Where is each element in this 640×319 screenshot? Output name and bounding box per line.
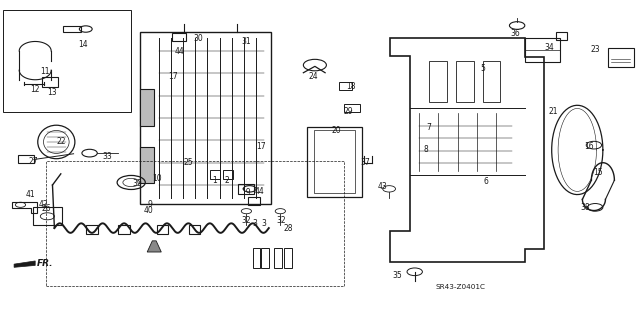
Text: 39: 39	[132, 179, 143, 188]
Text: 44: 44	[174, 47, 184, 56]
Bar	[556, 32, 567, 40]
Bar	[429, 61, 447, 102]
Text: 28: 28	[284, 224, 292, 233]
Bar	[339, 82, 352, 90]
Text: 23: 23	[590, 45, 600, 54]
Text: 31: 31	[241, 37, 252, 46]
Text: 14: 14	[78, 40, 88, 49]
Text: 42: 42	[38, 200, 49, 209]
Bar	[3, 10, 131, 112]
Text: 44: 44	[254, 187, 264, 196]
Text: 2: 2	[225, 176, 230, 185]
Bar	[157, 225, 168, 234]
Bar	[63, 26, 81, 32]
Text: 17: 17	[256, 142, 266, 151]
Text: 41: 41	[26, 190, 36, 199]
Bar	[284, 248, 292, 268]
Text: 43: 43	[377, 182, 387, 191]
Text: 3: 3	[252, 219, 257, 228]
Bar	[140, 32, 271, 204]
Text: 6: 6	[484, 177, 489, 186]
Text: 24: 24	[308, 72, 319, 81]
Bar	[253, 248, 260, 268]
Text: 12: 12	[31, 85, 40, 94]
Text: 3: 3	[261, 219, 266, 228]
Bar	[210, 170, 220, 179]
Text: 25: 25	[184, 158, 194, 167]
Bar	[483, 61, 500, 102]
Text: 5: 5	[481, 64, 486, 73]
Bar	[344, 104, 360, 112]
Bar	[307, 127, 362, 197]
Text: 37: 37	[360, 158, 370, 167]
Bar	[274, 248, 282, 268]
Text: 29: 29	[344, 107, 354, 116]
Text: 7: 7	[426, 123, 431, 132]
Bar	[140, 89, 154, 126]
Text: 27: 27	[28, 157, 38, 166]
Bar	[223, 170, 233, 179]
Bar	[261, 248, 269, 268]
Bar	[189, 225, 200, 234]
Text: 20: 20	[331, 126, 341, 135]
Text: 34: 34	[544, 43, 554, 52]
Text: 32: 32	[276, 216, 287, 225]
Bar	[86, 225, 98, 234]
Text: 9: 9	[148, 200, 153, 209]
Bar	[248, 197, 260, 205]
Polygon shape	[147, 241, 161, 252]
Bar	[608, 48, 634, 67]
Bar	[46, 161, 344, 286]
Text: 21: 21	[549, 107, 558, 116]
Text: 40: 40	[143, 206, 154, 215]
Text: 8: 8	[423, 145, 428, 154]
Polygon shape	[14, 261, 35, 267]
Bar	[456, 61, 474, 102]
Text: 11: 11	[40, 67, 49, 76]
Text: 13: 13	[47, 88, 58, 97]
Bar	[238, 184, 254, 194]
Bar	[172, 33, 186, 41]
Text: 10: 10	[152, 174, 162, 183]
Text: 16: 16	[584, 142, 594, 151]
Text: 17: 17	[168, 72, 178, 81]
Text: 36: 36	[510, 29, 520, 38]
Bar	[42, 77, 58, 87]
Text: 30: 30	[193, 34, 204, 43]
Bar	[140, 147, 154, 183]
Text: 35: 35	[392, 271, 402, 280]
Bar	[18, 155, 34, 163]
Bar	[314, 130, 355, 193]
Text: 15: 15	[593, 168, 604, 177]
Text: SR43-Z0401C: SR43-Z0401C	[436, 284, 486, 290]
Text: 33: 33	[102, 152, 113, 161]
Text: 26: 26	[41, 204, 51, 213]
Bar	[33, 207, 62, 225]
Text: 38: 38	[580, 203, 591, 212]
Bar	[118, 225, 130, 234]
Text: 19: 19	[241, 189, 252, 197]
Bar	[525, 38, 560, 62]
Text: 32: 32	[241, 216, 252, 225]
Text: 22: 22	[56, 137, 65, 146]
Text: 1: 1	[212, 176, 217, 185]
Text: 18: 18	[346, 82, 355, 91]
Text: FR.: FR.	[37, 259, 54, 268]
